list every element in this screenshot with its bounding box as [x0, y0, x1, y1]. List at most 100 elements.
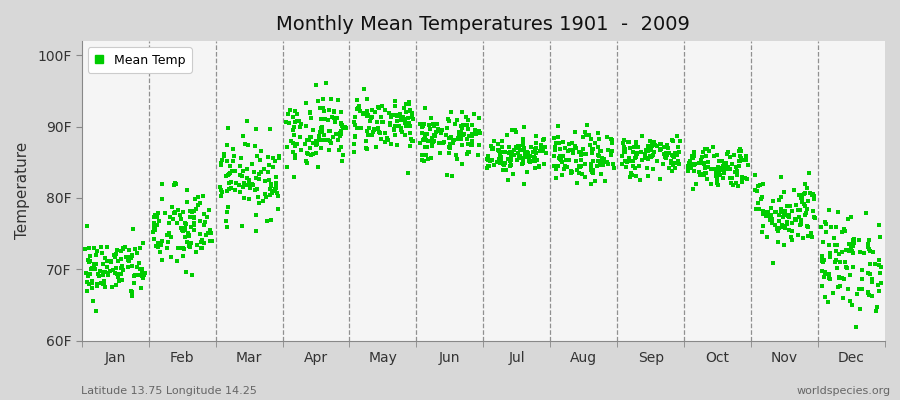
Point	[680, 168, 695, 174]
Point	[263, 192, 277, 198]
Point	[568, 129, 582, 136]
Point	[657, 151, 671, 157]
Point	[261, 169, 275, 176]
Point	[775, 222, 789, 229]
Title: Monthly Mean Temperatures 1901  -  2009: Monthly Mean Temperatures 1901 - 2009	[276, 15, 690, 34]
Point	[865, 293, 879, 299]
Point	[431, 126, 446, 132]
Point	[624, 158, 638, 164]
Point	[272, 152, 286, 159]
Point	[815, 252, 830, 259]
Point	[835, 229, 850, 236]
Point	[258, 178, 273, 184]
Point	[285, 149, 300, 155]
Point	[150, 214, 165, 220]
Point	[644, 145, 659, 151]
Point	[559, 157, 573, 163]
Point	[229, 186, 243, 193]
Point	[80, 288, 94, 294]
Point	[539, 150, 554, 156]
Point	[114, 263, 129, 269]
Point	[147, 222, 161, 228]
Point	[698, 161, 712, 168]
Point	[670, 144, 685, 150]
Point	[807, 215, 822, 221]
Point	[615, 161, 629, 167]
Point	[334, 144, 348, 150]
Point	[280, 144, 294, 150]
Point	[361, 132, 375, 138]
Point	[253, 156, 267, 163]
Point	[842, 286, 856, 292]
Point	[756, 223, 770, 229]
Point	[751, 200, 765, 206]
Point	[354, 125, 368, 132]
Point	[670, 152, 685, 158]
Point	[442, 118, 456, 124]
Point	[685, 154, 699, 161]
Point	[653, 146, 668, 152]
Point	[554, 152, 568, 159]
Point	[285, 114, 300, 120]
Point	[798, 190, 813, 196]
Point	[549, 175, 563, 182]
Point	[231, 182, 246, 188]
Point	[163, 213, 177, 220]
Point	[156, 196, 170, 202]
Point	[818, 218, 832, 225]
Point	[491, 141, 505, 147]
Point	[592, 161, 607, 168]
Point	[517, 124, 531, 130]
Point	[300, 149, 314, 156]
Point	[597, 158, 611, 164]
Point	[193, 200, 207, 206]
Point	[198, 232, 212, 238]
Point	[374, 103, 389, 109]
Point	[583, 160, 598, 167]
Point	[738, 174, 752, 181]
Point	[304, 134, 319, 140]
Point	[436, 139, 451, 145]
Point	[716, 162, 731, 169]
Point	[644, 142, 659, 149]
Point	[558, 163, 572, 169]
Point	[238, 182, 253, 188]
Point	[352, 103, 366, 110]
Point	[814, 283, 829, 289]
Point	[686, 161, 700, 167]
Point	[316, 96, 330, 102]
Point	[777, 189, 791, 195]
Point	[616, 149, 631, 155]
Point	[591, 130, 606, 136]
Point	[250, 186, 265, 192]
Point	[492, 160, 507, 166]
Point	[99, 257, 113, 264]
Point	[628, 138, 643, 145]
Point	[179, 221, 194, 227]
Point	[113, 264, 128, 271]
Point	[482, 153, 496, 159]
Point	[598, 178, 612, 184]
Point	[233, 154, 248, 161]
Point	[170, 220, 184, 226]
Point	[650, 158, 664, 164]
Point	[827, 234, 842, 241]
Point	[317, 108, 331, 115]
Point	[269, 181, 284, 188]
Point	[156, 257, 170, 263]
Point	[720, 151, 734, 157]
Point	[136, 272, 150, 278]
Point	[797, 202, 812, 209]
Point	[189, 248, 203, 255]
Point	[668, 160, 682, 166]
Point	[147, 226, 161, 233]
Point	[313, 125, 328, 132]
Point	[415, 124, 429, 130]
Point	[798, 181, 813, 188]
Point	[500, 131, 515, 138]
Point	[334, 120, 348, 126]
Point	[184, 224, 198, 230]
Point	[640, 165, 654, 172]
Point	[392, 122, 406, 129]
Point	[334, 109, 348, 115]
